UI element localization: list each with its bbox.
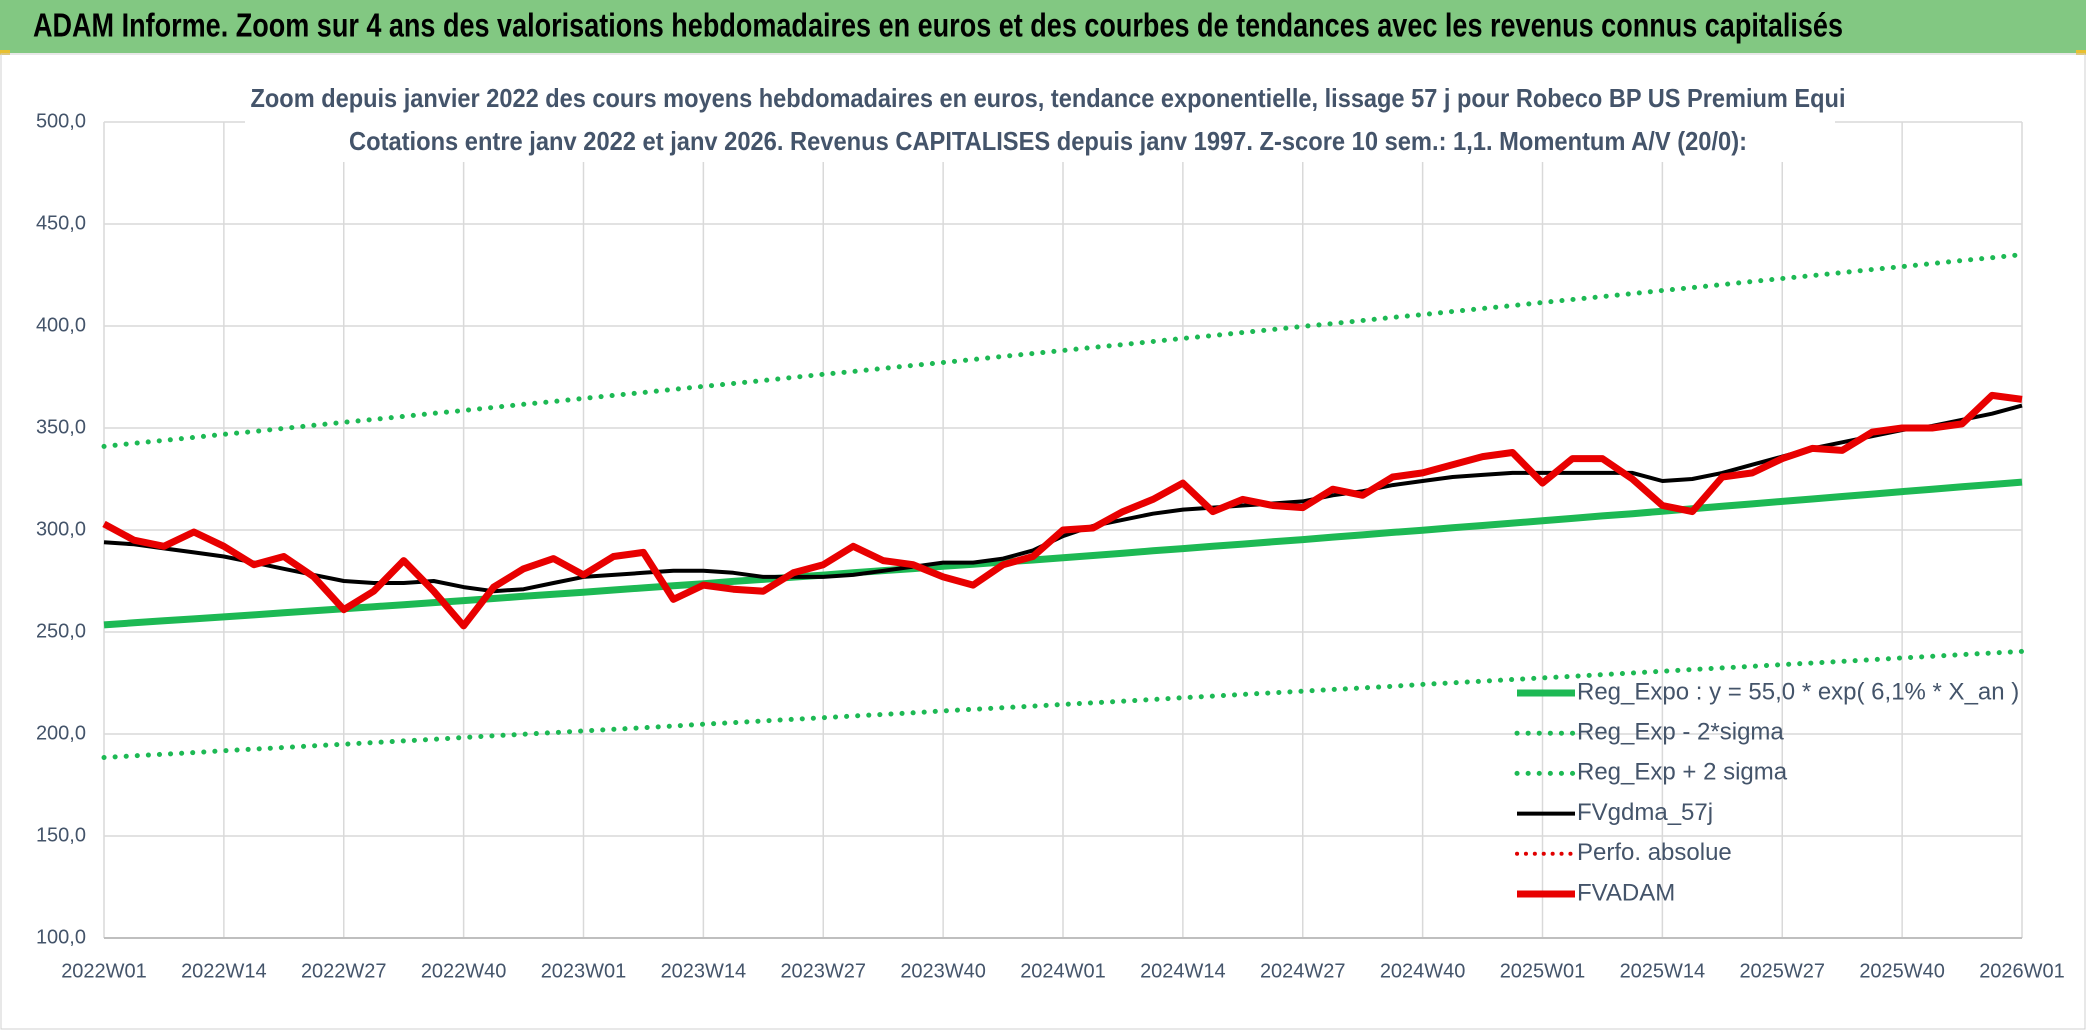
x-tick-label: 2024W27	[1260, 960, 1346, 982]
banner-accent	[0, 50, 10, 55]
x-tick-label: 2023W14	[661, 960, 747, 982]
legend-label: Perfo. absolue	[1577, 839, 1732, 866]
x-tick-label: 2023W01	[541, 960, 627, 982]
chart-subtitle: Cotations entre janv 2022 et janv 2026. …	[349, 126, 1747, 156]
x-tick-label: 2025W01	[1500, 960, 1586, 982]
y-tick-label: 100,0	[36, 926, 86, 948]
series-line	[103, 478, 2023, 629]
y-tick-label: 500,0	[36, 110, 86, 132]
x-tick-label: 2022W27	[301, 960, 387, 982]
y-tick-label: 450,0	[36, 212, 86, 234]
x-tick-label: 2022W14	[181, 960, 267, 982]
series-line	[101, 252, 2025, 449]
x-tick-label: 2023W27	[780, 960, 866, 982]
x-tick-label: 2024W01	[1020, 960, 1106, 982]
x-tick-label: 2025W40	[1859, 960, 1945, 982]
chart-frame	[0, 53, 2086, 1030]
page-title: ADAM Informe. Zoom sur 4 ans des valoris…	[33, 7, 1843, 44]
x-tick-label: 2023W40	[900, 960, 986, 982]
x-tick-label: 2026W01	[1979, 960, 2065, 982]
y-tick-label: 250,0	[36, 620, 86, 642]
banner-accent	[2076, 50, 2086, 55]
series-line	[101, 648, 2025, 760]
y-tick-label: 350,0	[36, 416, 86, 438]
legend-label: FVgdma_57j	[1577, 799, 1713, 826]
series-line	[102, 391, 2023, 630]
legend-label: Reg_Expo : y = 55,0 * exp( 6,1% * X_an )	[1577, 678, 2019, 705]
title-bg	[245, 80, 1835, 162]
x-tick-label: 2022W01	[61, 960, 147, 982]
y-tick-label: 200,0	[36, 722, 86, 744]
x-tick-label: 2024W14	[1140, 960, 1226, 982]
legend-label: Reg_Exp + 2 sigma	[1577, 759, 1788, 786]
y-tick-label: 300,0	[36, 518, 86, 540]
x-tick-label: 2025W27	[1739, 960, 1825, 982]
legend-label: FVADAM	[1577, 879, 1675, 906]
legend-label: Reg_Exp - 2*sigma	[1577, 719, 1784, 746]
banner	[0, 0, 2086, 53]
y-tick-label: 150,0	[36, 824, 86, 846]
chart-title: Zoom depuis janvier 2022 des cours moyen…	[251, 83, 1846, 113]
y-tick-label: 400,0	[36, 314, 86, 336]
x-tick-label: 2025W14	[1620, 960, 1706, 982]
x-tick-label: 2024W40	[1380, 960, 1466, 982]
x-tick-label: 2022W40	[421, 960, 507, 982]
